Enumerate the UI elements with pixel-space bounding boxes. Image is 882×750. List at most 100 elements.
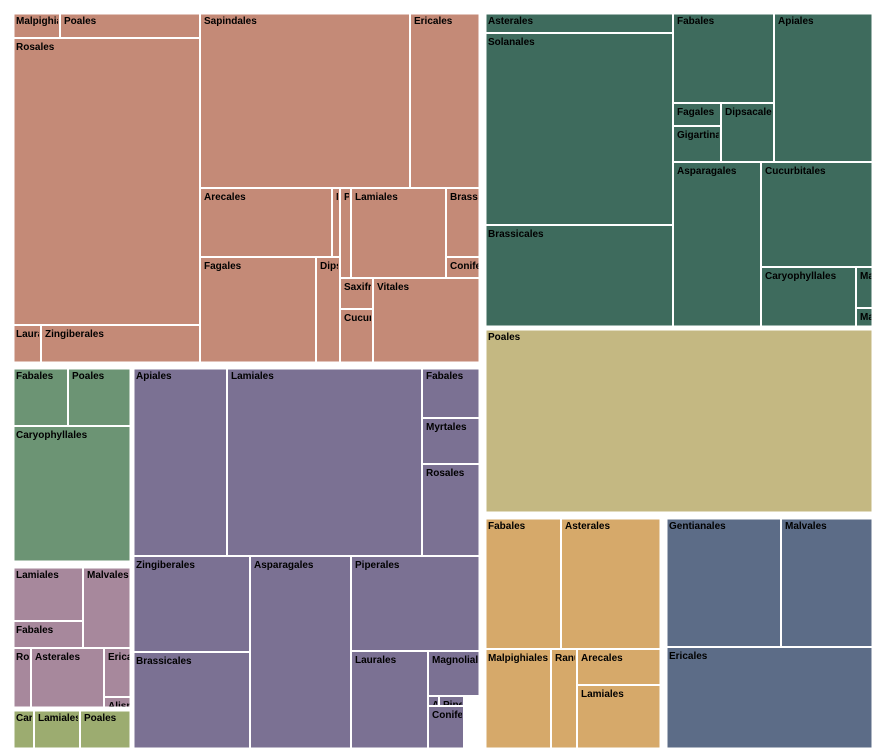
treemap-cell-piperales[interactable]: Piperales — [350, 555, 482, 652]
treemap-cell-rect[interactable] — [199, 256, 317, 365]
treemap-cell-rect[interactable] — [483, 648, 552, 750]
treemap-cell-rect[interactable] — [483, 516, 562, 650]
treemap-cell-fabales[interactable]: Fabales — [421, 366, 482, 419]
treemap-cell-lamiales[interactable]: Lamiales — [226, 366, 423, 557]
treemap-cell-fagales[interactable]: Fagales — [672, 102, 722, 127]
treemap-cell-apiales[interactable]: Apiales — [131, 366, 228, 557]
treemap-cell-apiales[interactable]: Apiales — [773, 11, 875, 163]
treemap-cell-rect[interactable] — [350, 650, 429, 750]
treemap-cell-ericales[interactable]: Ericales — [664, 646, 875, 750]
treemap-cell-rect[interactable] — [131, 651, 251, 750]
treemap-cell-zingiberales[interactable]: Zingiberales — [131, 555, 251, 653]
treemap-cell-label: Ericales — [108, 652, 147, 663]
treemap-cell-rect[interactable] — [421, 463, 482, 557]
treemap-cell-poales[interactable]: Poales — [483, 327, 875, 515]
treemap-cell-lamiales[interactable]: Lamiales — [33, 708, 81, 750]
treemap-cell-brassicales[interactable]: Brassicales — [483, 224, 674, 329]
treemap-cell-label: Asterales — [35, 652, 80, 663]
treemap-cell-rect[interactable] — [672, 161, 762, 329]
treemap-cell-solanales[interactable]: Solanales — [483, 32, 674, 226]
treemap-cell-arecales[interactable]: Arecales — [576, 648, 663, 686]
treemap-cell-label: Brassicales — [488, 229, 544, 240]
treemap-cell-fabales[interactable]: Fabales — [483, 516, 562, 650]
treemap-cell-label: Lamiales — [38, 713, 81, 724]
treemap-cell-rect[interactable] — [226, 366, 423, 557]
treemap-cell-magnoliales[interactable]: Magnoliales — [855, 307, 882, 329]
treemap-cell-caryophyllales[interactable]: Caryophyllales — [11, 425, 133, 564]
treemap-cell-ranunculales[interactable]: Ranunculales — [550, 648, 620, 750]
treemap-cell-sapindales[interactable]: Sapindales — [199, 11, 411, 189]
treemap-cell-rect[interactable] — [560, 516, 663, 650]
treemap-cell-rect[interactable] — [760, 161, 875, 268]
treemap-cell-rect[interactable] — [664, 646, 875, 750]
treemap-cell-rect[interactable] — [11, 37, 201, 326]
treemap-cell-lamiales[interactable]: Lamiales — [350, 187, 447, 279]
treemap-cell-rect[interactable] — [40, 324, 201, 365]
treemap-cell-asparagales[interactable]: Asparagales — [672, 161, 762, 329]
treemap-cell-rect[interactable] — [350, 555, 482, 652]
treemap-cell-rect[interactable] — [199, 11, 411, 189]
treemap-cell-label: Poales — [84, 713, 117, 724]
treemap-cell-dipsacales[interactable]: Dipsacales — [720, 102, 778, 163]
treemap-cell-caryophyllales[interactable]: Caryophyllales — [760, 266, 857, 329]
treemap-cell-label: Cucurbitales — [344, 313, 405, 324]
treemap-cell-rect[interactable] — [483, 32, 674, 226]
treemap-cell-brassicales[interactable]: Brassicales — [131, 651, 251, 750]
treemap-cell-dipsacales[interactable]: Dipsacales — [315, 256, 373, 365]
treemap-cell-rect[interactable] — [131, 366, 228, 557]
treemap-cell-cucurbitales[interactable]: Cucurbitales — [760, 161, 875, 268]
treemap-cell-rosales[interactable]: Rosales — [421, 463, 482, 557]
treemap-cell-asterales[interactable]: Asterales — [30, 647, 105, 710]
treemap-cell-rect[interactable] — [315, 256, 341, 365]
treemap-cell-rect[interactable] — [483, 327, 875, 515]
treemap-cell-asparagales[interactable]: Asparagales — [249, 555, 352, 750]
treemap-cell-rect[interactable] — [131, 555, 251, 653]
treemap-cell-malvales[interactable]: Malvales — [82, 565, 133, 649]
treemap-cell-label: Arecales — [581, 653, 623, 664]
treemap-cell-asterales[interactable]: Asterales — [560, 516, 663, 650]
treemap-cell-rect[interactable] — [67, 366, 133, 427]
treemap-cell-rosales[interactable]: Rosales — [11, 37, 201, 326]
treemap-cell-rect[interactable] — [576, 684, 663, 750]
treemap-cell-zingiberales[interactable]: Zingiberales — [40, 324, 201, 365]
treemap-cell-myrtales[interactable]: Myrtales — [421, 417, 482, 465]
treemap-cell-rect[interactable] — [103, 647, 133, 698]
treemap-cell-poales[interactable]: Poales — [67, 366, 133, 427]
treemap-cell-vitales[interactable]: Vitales — [372, 277, 482, 365]
treemap-cell-malpighiales[interactable]: Malpighiales — [483, 648, 552, 750]
treemap-cell-rect[interactable] — [483, 224, 674, 329]
treemap-cell-ericales[interactable]: Ericales — [409, 11, 482, 189]
treemap-cell-malvales[interactable]: Malvales — [855, 266, 882, 309]
treemap-cell-fabales[interactable]: Fabales — [11, 620, 84, 649]
treemap-cell-gentianales[interactable]: Gentianales — [664, 516, 782, 648]
treemap-cell-rect[interactable] — [427, 705, 465, 750]
treemap-cell-lamiales[interactable]: Lamiales — [576, 684, 663, 750]
treemap-cell-label: Saxifragales — [344, 282, 403, 293]
treemap-cell-lamiales[interactable]: Lamiales — [11, 565, 84, 622]
treemap-cell-malvales[interactable]: Malvales — [780, 516, 875, 648]
treemap-cell-rect[interactable] — [720, 102, 775, 163]
treemap-cell-rect[interactable] — [409, 11, 482, 189]
treemap-cell-fagales[interactable]: Fagales — [199, 256, 317, 365]
treemap-cell-poales[interactable]: Poales — [59, 11, 201, 39]
treemap-cell-fabales[interactable]: Fabales — [11, 366, 69, 427]
treemap-cell-label: Myrtales — [426, 422, 467, 433]
treemap-cell-ericales[interactable]: Ericales — [103, 647, 147, 698]
treemap-cell-label: Rosales — [16, 42, 55, 53]
treemap-cell-rect[interactable] — [780, 516, 875, 648]
treemap-cell-label: Lamiales — [231, 371, 274, 382]
treemap-cell-coniferales[interactable]: Coniferales — [427, 705, 487, 750]
treemap-cell-rect[interactable] — [11, 425, 133, 564]
treemap-cell-rect[interactable] — [550, 648, 578, 750]
treemap-cell-asterales[interactable]: Asterales — [483, 11, 674, 34]
treemap-cell-rect[interactable] — [249, 555, 352, 750]
treemap-cell-arecales[interactable]: Arecales — [199, 187, 333, 258]
treemap-cell-fabales[interactable]: Fabales — [672, 11, 775, 104]
treemap-cell-laurales[interactable]: Laurales — [350, 650, 429, 750]
treemap-cell-poales[interactable]: Poales — [79, 708, 133, 750]
treemap-cell-rect[interactable] — [664, 516, 782, 648]
treemap-cell-label: Apiales — [778, 16, 814, 27]
treemap-cell-rect[interactable] — [773, 11, 875, 163]
treemap-cell-rect[interactable] — [760, 266, 857, 329]
treemap-cell-rect[interactable] — [11, 620, 84, 649]
